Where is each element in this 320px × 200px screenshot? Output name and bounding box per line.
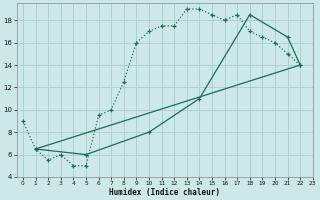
X-axis label: Humidex (Indice chaleur): Humidex (Indice chaleur) xyxy=(109,188,220,197)
